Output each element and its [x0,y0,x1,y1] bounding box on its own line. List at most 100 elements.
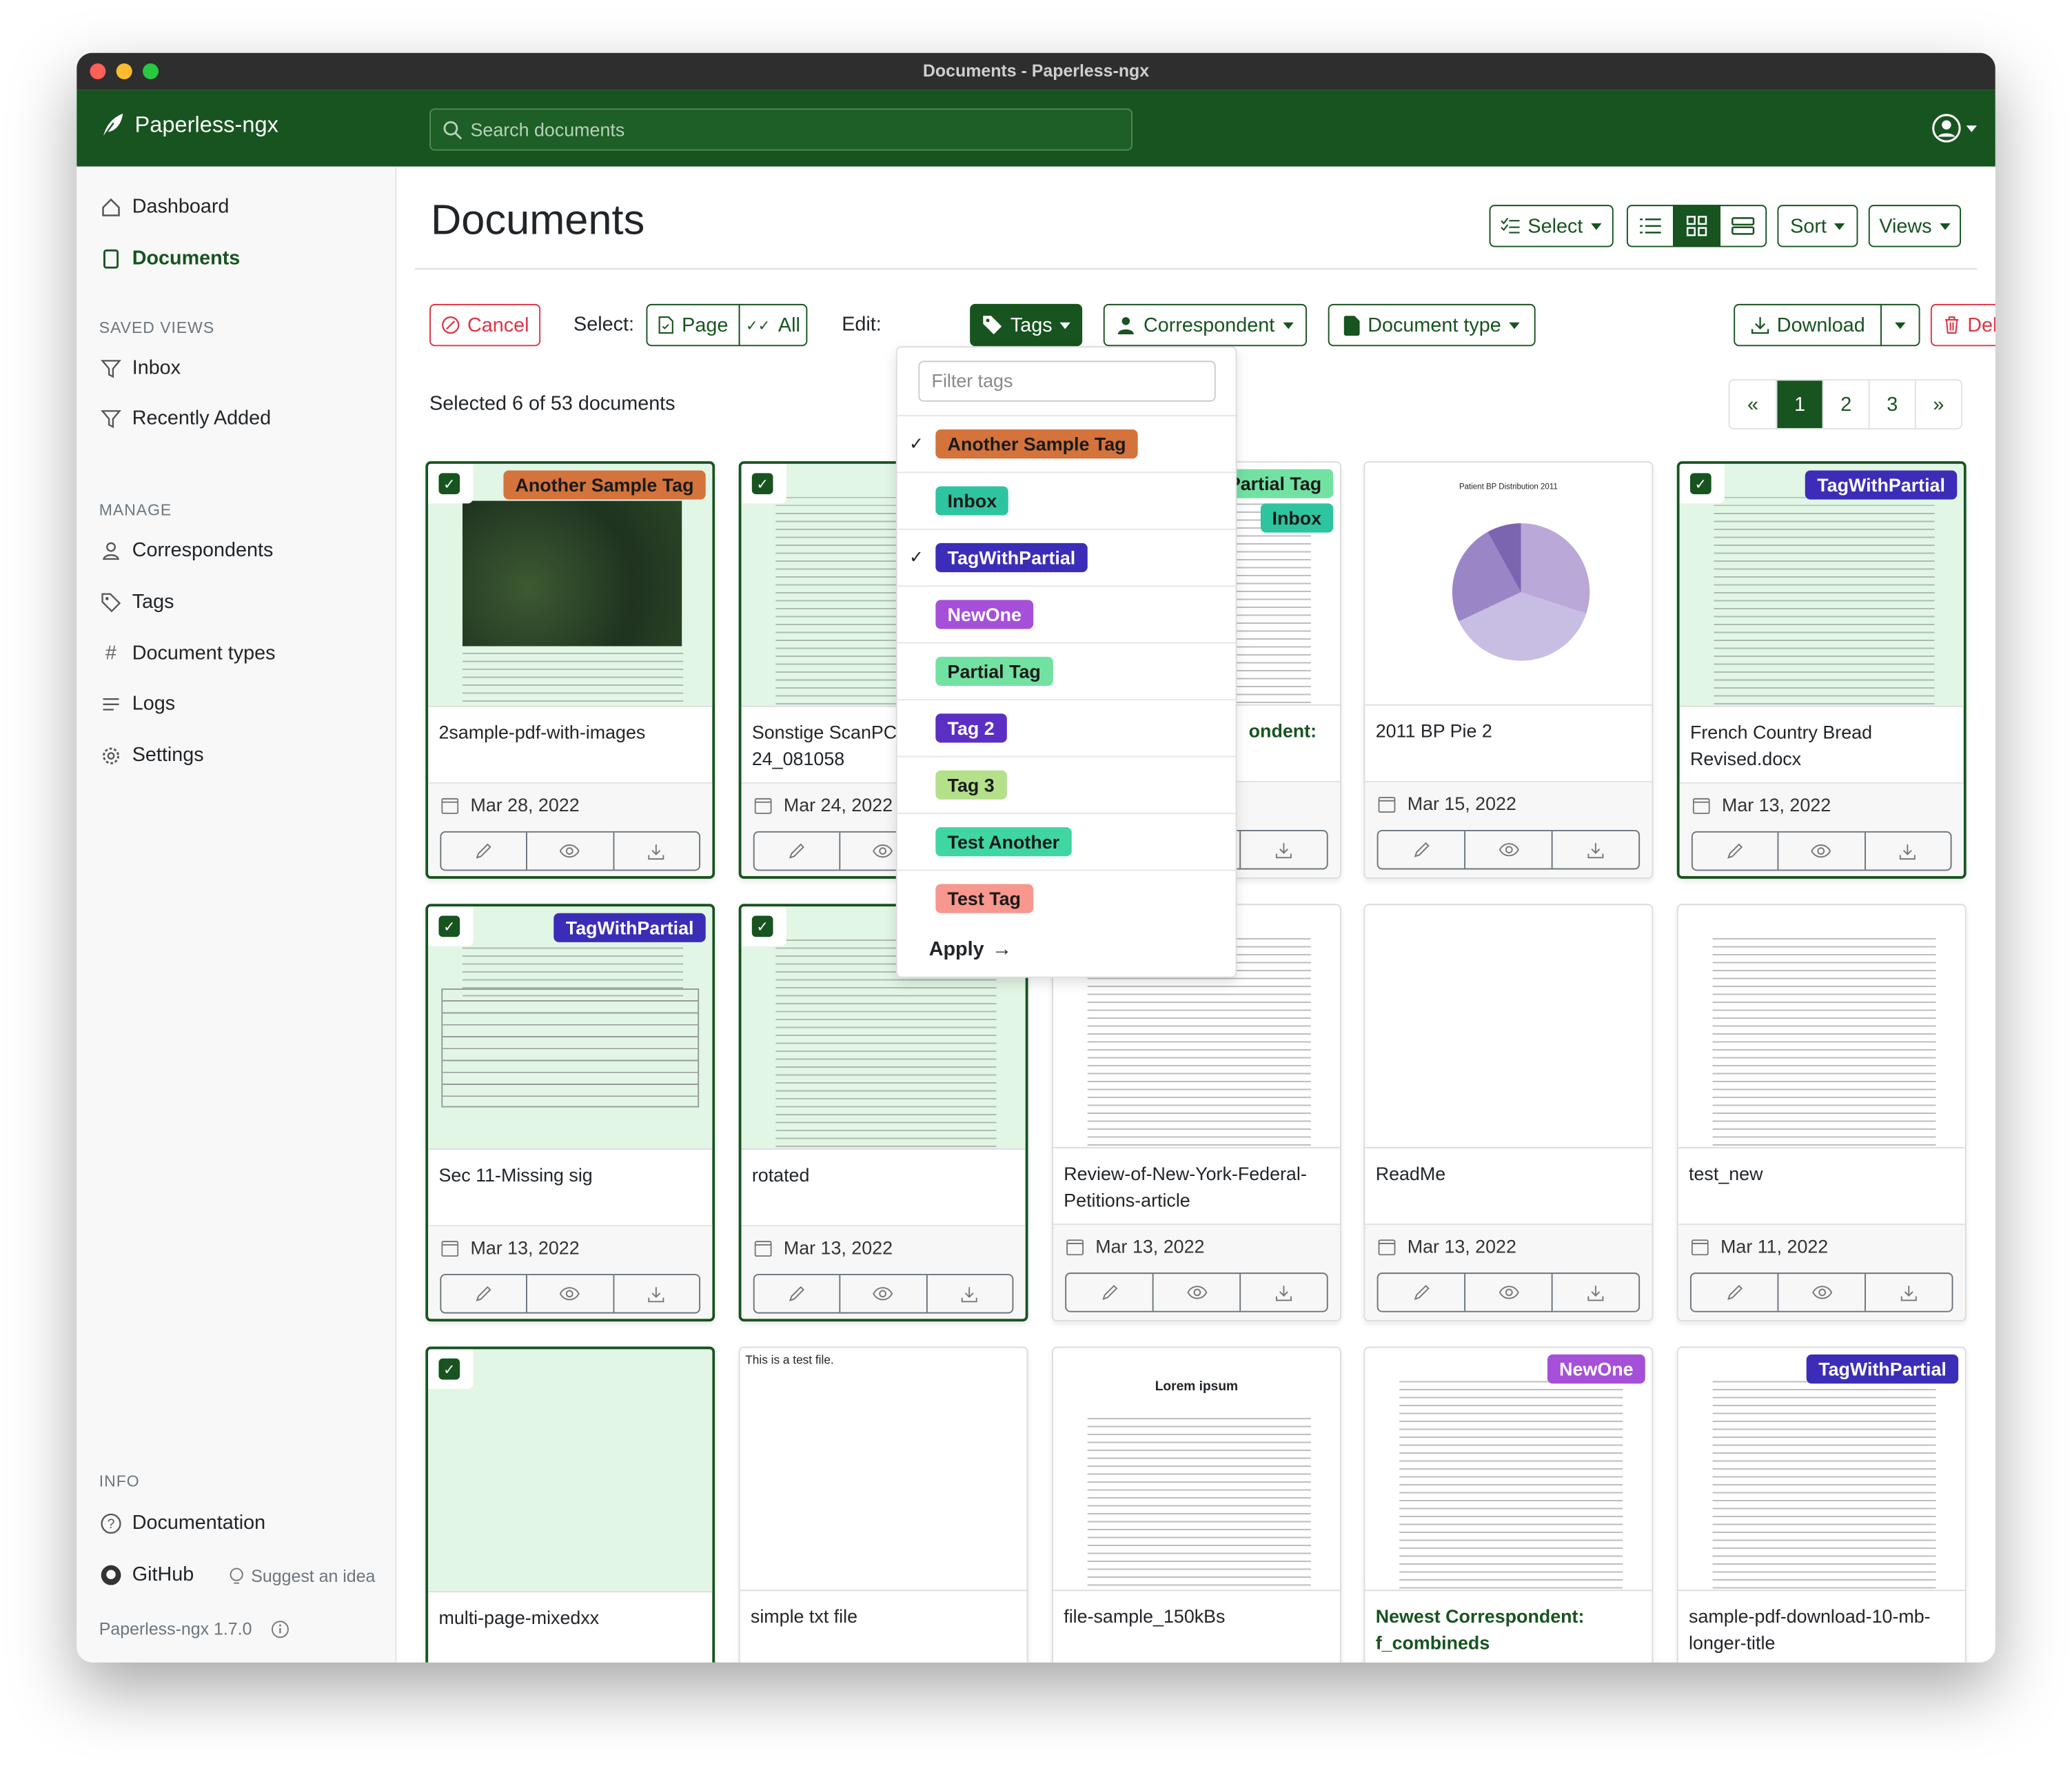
sidebar-item-settings[interactable]: Settings [101,744,204,767]
preview-button[interactable] [526,1275,613,1312]
preview-button[interactable] [839,832,926,870]
preview-button[interactable] [526,832,613,870]
document-card[interactable]: Patient BP Distribution 2011 2011 BP Pie … [1363,461,1654,879]
user-menu-button[interactable] [1932,114,1977,143]
sidebar-item-logs[interactable]: Logs [101,693,175,715]
edit-button[interactable] [755,833,840,870]
document-thumbnail[interactable]: Patient BP Distribution 2011 [1365,462,1652,706]
sidebar-item-dashboard[interactable]: Dashboard [101,196,229,218]
select-checkbox[interactable]: ✓ [751,915,773,937]
select-dropdown-button[interactable]: Select [1489,205,1614,247]
tag-badge[interactable]: Another Sample Tag [503,470,706,500]
view-small-cards-button[interactable] [1673,205,1721,247]
download-button[interactable] [612,832,699,870]
tag-option[interactable]: Tag 2 [897,699,1236,755]
preview-button[interactable] [1464,1274,1552,1311]
tag-badge[interactable]: TagWithPartial [553,913,706,942]
sidebar-item-documentation[interactable]: ? Documentation [101,1512,265,1534]
download-button[interactable] [1239,1274,1327,1311]
apply-button[interactable]: Apply → [929,938,1012,961]
document-card[interactable]: TagWithPartial sample-pdf-download-10-mb-… [1676,1346,1967,1663]
edit-button[interactable] [441,1275,526,1312]
preview-button[interactable] [1778,832,1864,870]
page-link[interactable]: 2 [1822,380,1869,429]
download-button[interactable] [1865,1274,1952,1311]
edit-button[interactable] [1692,1274,1778,1311]
edit-button[interactable] [1066,1274,1152,1311]
download-button[interactable] [1551,1274,1639,1311]
document-card[interactable]: ReadMe Mar 13, 2022 [1363,904,1654,1322]
info-circle-icon[interactable] [270,1619,289,1638]
tag-option[interactable]: NewOne [897,585,1236,642]
views-dropdown-button[interactable]: Views [1868,205,1961,247]
page-link[interactable]: « [1747,393,1759,416]
maximize-window-button[interactable] [143,63,159,80]
tag-badge[interactable]: Inbox [1260,503,1334,533]
download-button[interactable] [612,1275,699,1312]
preview-button[interactable] [839,1275,926,1312]
correspondent-dropdown-button[interactable]: Correspondent [1103,303,1308,347]
document-thumbnail[interactable] [1365,905,1652,1148]
document-card[interactable]: test_new Mar 11, 2022 [1676,904,1967,1322]
view-list-button[interactable] [1626,205,1674,247]
page-link[interactable]: » [1914,380,1961,429]
select-checkbox[interactable]: ✓ [438,915,460,937]
sidebar-item-inbox[interactable]: Inbox [101,357,181,379]
download-button[interactable]: Download [1734,303,1882,347]
document-card[interactable]: Lorem ipsum file-sample_150kBs [1052,1346,1341,1663]
sidebar-item-tags[interactable]: Tags [101,591,174,613]
sidebar-item-correspondents[interactable]: Correspondents [101,539,273,562]
sidebar-item-github[interactable]: GitHub [101,1563,194,1586]
tags-dropdown-button[interactable]: Tags [970,303,1083,347]
document-thumbnail[interactable]: Lorem ipsum [1053,1348,1340,1592]
select-page-button[interactable]: Page [646,303,740,347]
select-checkbox[interactable]: ✓ [1689,473,1712,494]
preview-button[interactable] [1777,1274,1865,1311]
document-thumbnail[interactable]: ✓ TagWithPartial [1679,463,1964,707]
select-checkbox[interactable]: ✓ [751,473,773,494]
tag-option[interactable]: Partial Tag [897,642,1236,699]
page-link[interactable]: 3 [1868,380,1915,429]
document-card[interactable]: ✓ Another Sample Tag 2sample-pdf-with-imag… [425,461,715,879]
search-input[interactable]: Search documents [429,108,1133,151]
document-card[interactable]: ✓ TagWithPartial Sec 11-Missing sig Mar 13,… [425,904,715,1322]
edit-button[interactable] [441,833,526,870]
document-type-dropdown-button[interactable]: Document type [1328,303,1536,347]
document-thumbnail[interactable]: ✓ TagWithPartial [428,906,713,1150]
document-thumbnail[interactable]: NewOne [1365,1348,1652,1592]
edit-button[interactable] [1379,1274,1465,1311]
tag-option[interactable]: Inbox [897,471,1236,528]
sidebar-item-documents[interactable]: Documents [101,247,240,270]
document-thumbnail[interactable] [1678,905,1965,1148]
edit-button[interactable] [755,1275,840,1312]
brand-link[interactable]: Paperless-ngx [101,112,278,139]
tag-option[interactable]: Test Tag [897,869,1236,926]
tag-option[interactable]: Tag 3 [897,755,1236,813]
document-card[interactable]: ✓ multi-page-mixedxx [425,1346,715,1663]
view-large-cards-button[interactable] [1719,205,1767,247]
filter-tags-input[interactable]: Filter tags [918,361,1216,402]
download-options-button[interactable] [1880,303,1920,347]
suggest-idea-link[interactable]: Suggest an idea [229,1566,375,1586]
sidebar-item-recently-added[interactable]: Recently Added [101,407,271,429]
page-link[interactable]: 1 [1776,380,1822,429]
close-window-button[interactable] [90,63,106,80]
select-checkbox[interactable]: ✓ [438,1358,460,1380]
document-thumbnail[interactable]: ✓ Another Sample Tag [428,463,713,707]
tag-option[interactable]: ✓ TagWithPartial [897,528,1236,585]
preview-button[interactable] [1464,831,1552,869]
select-all-button[interactable]: ✓✓ All [738,303,808,347]
document-thumbnail[interactable]: This is a test file. [740,1348,1027,1592]
document-card[interactable]: NewOne Newest Correspondent: f_combineds [1363,1346,1654,1663]
sidebar-item-document-types[interactable]: # Document types [101,642,275,665]
document-card[interactable]: This is a test file. simple txt file [738,1346,1028,1663]
document-card[interactable]: ✓ TagWithPartial French Country Bread Revi… [1676,461,1967,879]
minimize-window-button[interactable] [116,63,132,80]
download-button[interactable] [926,1275,1012,1312]
document-thumbnail[interactable]: TagWithPartial [1678,1348,1965,1592]
tag-badge[interactable]: TagWithPartial [1805,470,1958,500]
edit-button[interactable] [1693,833,1778,870]
cancel-selection-button[interactable]: Cancel [429,303,541,347]
tag-option[interactable]: ✓ Another Sample Tag [897,414,1236,471]
preview-button[interactable] [1152,1274,1240,1311]
